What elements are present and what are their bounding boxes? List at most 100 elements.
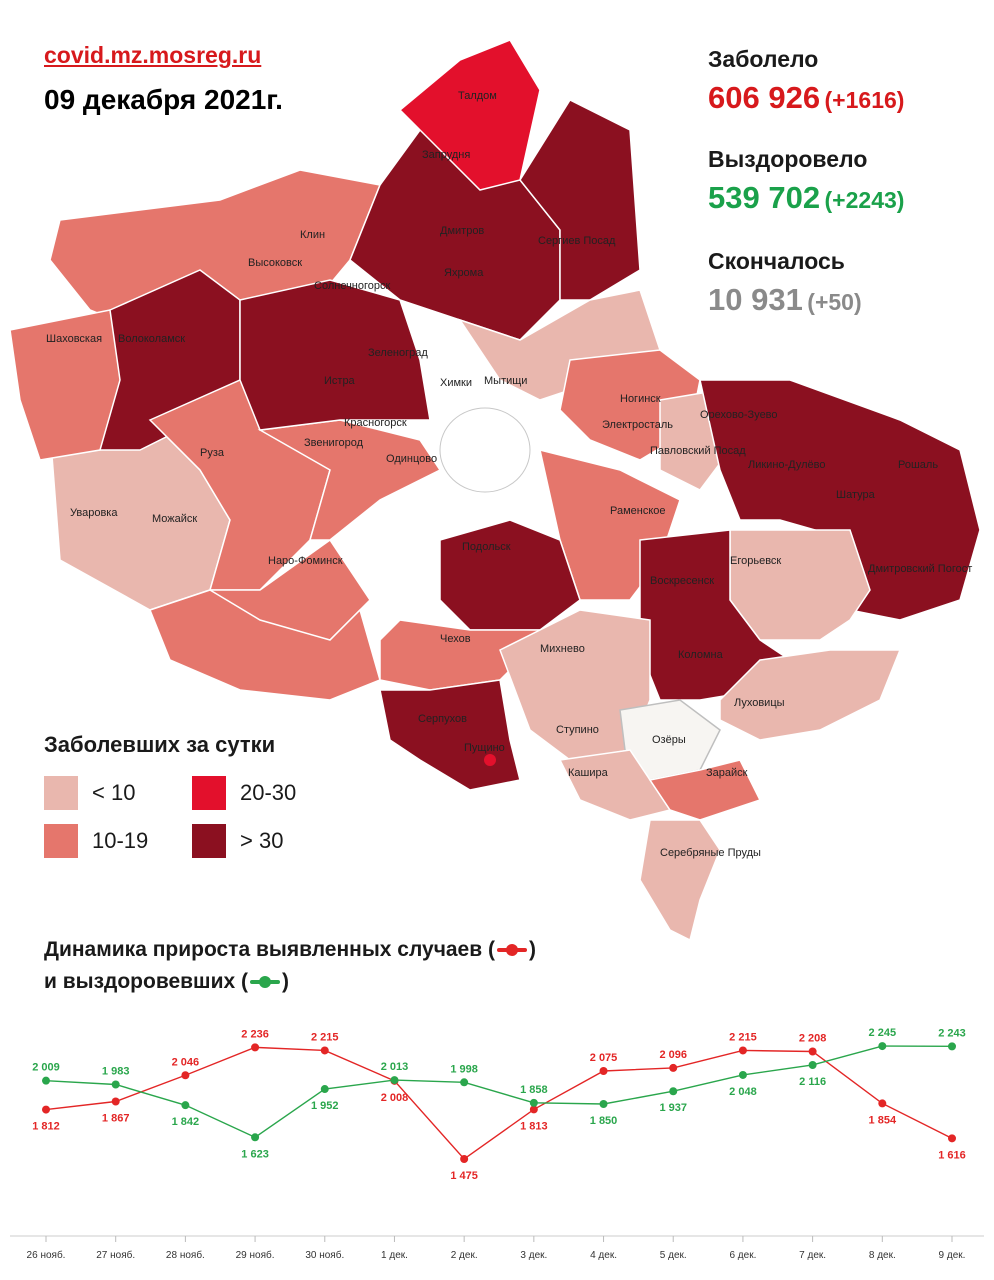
- x-tick-label: 27 нояб.: [96, 1249, 135, 1261]
- cases-data-label: 1 867: [102, 1113, 130, 1125]
- cases-point: [320, 1046, 329, 1055]
- x-tick-label: 6 дек.: [729, 1250, 756, 1261]
- place-label: Рошаль: [898, 459, 938, 471]
- recovered-point: [390, 1076, 399, 1085]
- recovered-point: [878, 1042, 887, 1051]
- place-label: Зарайск: [706, 767, 748, 779]
- place-label: Руза: [200, 447, 225, 459]
- cases-data-label: 2 215: [311, 1031, 339, 1043]
- place-label: Воскресенск: [650, 575, 714, 587]
- place-label: Можайск: [152, 513, 197, 525]
- cases-point: [181, 1071, 190, 1080]
- x-tick-label: 30 нояб.: [305, 1249, 344, 1261]
- map-zone-podolsk: [439, 519, 581, 631]
- recovered-data-label: 1 998: [450, 1063, 478, 1075]
- recovered-data-label: 2 245: [869, 1027, 897, 1039]
- cases-data-label: 2 208: [799, 1032, 827, 1044]
- cases-point: [878, 1099, 887, 1108]
- x-tick-label: 28 нояб.: [166, 1249, 205, 1261]
- source-link[interactable]: covid.mz.mosreg.ru: [44, 42, 262, 68]
- place-label: Истра: [324, 375, 356, 387]
- place-label: Кашира: [568, 767, 609, 779]
- dynamics-title-line1: Динамика прироста выявленных случаев (): [44, 934, 536, 966]
- cases-data-label: 2 236: [241, 1028, 269, 1040]
- cases-point: [599, 1067, 608, 1075]
- recovered-point: [320, 1085, 329, 1094]
- x-tick-label: 9 дек.: [939, 1250, 966, 1261]
- place-label: Орехово-Зуево: [700, 409, 778, 421]
- cases-data-label: 2 008: [381, 1092, 409, 1104]
- cases-line-marker-icon: [496, 944, 527, 957]
- place-label: Пущино: [464, 742, 505, 754]
- cases-point: [948, 1134, 956, 1143]
- place-label: Волоколамск: [118, 333, 185, 345]
- recovered-point: [251, 1133, 260, 1142]
- cases-point: [460, 1155, 469, 1163]
- dynamics-title: Динамика прироста выявленных случаев () …: [44, 934, 536, 998]
- dynamics-title-line2: и выздоровевших (): [44, 966, 536, 998]
- x-tick-label: 1 дек.: [381, 1250, 408, 1261]
- place-label: Электросталь: [602, 419, 673, 431]
- recovered-data-label: 1 983: [102, 1065, 130, 1077]
- dynamics-title-text2: и выздоровевших (: [44, 970, 248, 993]
- recovered-data-label: 1 850: [590, 1115, 618, 1127]
- map-zone-zaraysk: [648, 759, 762, 821]
- dynamics-title-text1: Динамика прироста выявленных случаев (: [44, 938, 495, 961]
- map-zone-sergiev: [519, 99, 641, 301]
- moscow-area: [439, 407, 531, 493]
- recovered-data-label: 2 009: [32, 1062, 60, 1074]
- recovered-point: [181, 1101, 190, 1110]
- recovered-point: [948, 1042, 956, 1051]
- place-label: Дмитровский Погост: [868, 563, 972, 575]
- recovered-point: [738, 1070, 747, 1079]
- map-zone-odintsovo: [257, 419, 442, 541]
- place-label: Озёры: [652, 734, 686, 746]
- x-tick-label: 5 дек.: [660, 1250, 687, 1261]
- deaths-stat: 10 931 (+50): [708, 282, 862, 318]
- recovered-line-marker-icon: [249, 976, 280, 989]
- place-label: Сергиев Посад: [538, 235, 616, 247]
- place-label: Раменское: [610, 505, 666, 517]
- place-label: Михнево: [540, 643, 585, 655]
- cases-data-label: 1 812: [32, 1121, 60, 1133]
- place-label: Ногинск: [620, 393, 661, 405]
- place-label: Клин: [300, 229, 325, 241]
- place-label: Дмитров: [440, 225, 484, 237]
- recovered-point: [42, 1076, 50, 1085]
- recovered-value: 539 702: [708, 180, 821, 215]
- report-date: 09 декабря 2021г.: [44, 84, 283, 115]
- x-tick-label: 29 нояб.: [236, 1249, 275, 1261]
- place-label: Солнечногорск: [314, 280, 390, 292]
- deaths-label: Скончалось: [708, 248, 845, 274]
- cases-point: [808, 1047, 817, 1056]
- place-label: Зеленоград: [368, 347, 428, 359]
- place-label: Чехов: [440, 633, 471, 645]
- recovered-point: [808, 1060, 817, 1069]
- place-label: Запрудня: [422, 149, 470, 161]
- cases-series-line: [45, 1046, 953, 1160]
- cases-data-label: 1 854: [869, 1114, 897, 1126]
- cases-data-label: 1 475: [450, 1170, 478, 1182]
- cases-point: [42, 1105, 50, 1114]
- x-tick-label: 2 дек.: [451, 1250, 478, 1261]
- x-tick-label: 4 дек.: [590, 1250, 617, 1261]
- recovered-point: [599, 1100, 608, 1108]
- place-label: Одинцово: [386, 453, 437, 465]
- cases-value: 606 926: [708, 80, 821, 115]
- place-label: Шаховская: [46, 333, 102, 345]
- cases-data-label: 2 075: [590, 1052, 618, 1064]
- recovered-data-label: 2 048: [729, 1086, 757, 1098]
- place-label: Высоковск: [248, 257, 302, 269]
- cases-point: [251, 1043, 260, 1052]
- cases-data-label: 1 616: [938, 1149, 966, 1161]
- recovered-point: [529, 1098, 538, 1107]
- place-label: Мытищи: [484, 375, 527, 387]
- cases-point: [738, 1046, 747, 1055]
- place-label: Егорьевск: [730, 555, 781, 567]
- place-label: Подольск: [462, 541, 511, 553]
- recovered-delta: (+2243): [824, 187, 905, 213]
- x-tick-label: 26 нояб.: [27, 1249, 66, 1261]
- map-zone-orekhovo: [699, 379, 981, 621]
- dynamics-title-paren1: ): [528, 938, 536, 961]
- cases-stat: 606 926 (+1616): [708, 80, 904, 116]
